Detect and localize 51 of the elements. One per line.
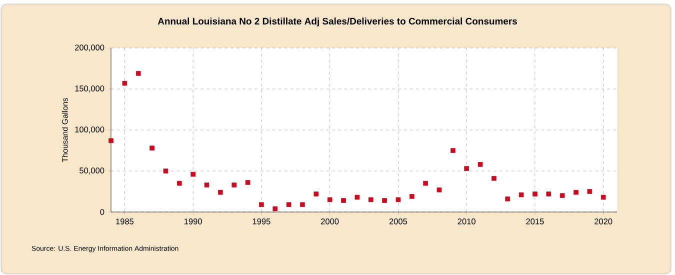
point	[245, 180, 250, 185]
point	[272, 206, 278, 212]
x-tick-label: 2000	[321, 218, 339, 224]
point	[492, 176, 496, 181]
point	[354, 194, 360, 200]
point	[136, 71, 141, 76]
x-tick-label: 2015	[526, 218, 544, 224]
point	[218, 190, 223, 195]
point	[232, 182, 236, 188]
y-tick-label: 50,000	[80, 168, 104, 174]
point	[532, 192, 538, 196]
point	[108, 138, 114, 144]
point	[122, 80, 128, 86]
point	[546, 192, 552, 196]
point	[327, 197, 332, 202]
x-tick-label: 1985	[116, 218, 134, 224]
point	[300, 202, 305, 208]
chart-title: Annual Louisiana No 2 Distillate Adj Sales/Deliveries to Commercial Consumers	[158, 18, 517, 26]
point	[574, 190, 578, 195]
x-tick-label: 2005	[389, 218, 408, 224]
point	[396, 197, 401, 202]
point	[587, 189, 592, 194]
point	[423, 180, 428, 186]
y-tick-label: 200,000	[75, 44, 104, 52]
point	[286, 202, 292, 208]
point	[600, 194, 606, 200]
x-tick-label: 2020	[594, 218, 612, 224]
point	[464, 166, 469, 171]
point	[505, 196, 510, 202]
point	[190, 172, 196, 177]
point	[450, 148, 456, 153]
x-tick-label: 1990	[184, 218, 202, 224]
x-tick-label: 2010	[458, 218, 476, 224]
point	[259, 202, 264, 208]
point	[314, 192, 319, 196]
point	[341, 198, 346, 203]
point	[382, 198, 387, 203]
point	[478, 162, 483, 167]
point	[409, 194, 414, 199]
point	[518, 192, 524, 198]
point	[204, 182, 210, 188]
y-tick-label: 100,000	[75, 126, 104, 134]
point	[150, 146, 154, 150]
point	[560, 193, 565, 198]
y-tick-label: 0	[100, 209, 104, 215]
x-tick-label: 1995	[252, 218, 270, 224]
y-tick-label: 150,000	[75, 86, 104, 92]
point	[176, 180, 182, 186]
point	[436, 187, 442, 192]
point	[163, 168, 168, 174]
point	[368, 197, 374, 202]
